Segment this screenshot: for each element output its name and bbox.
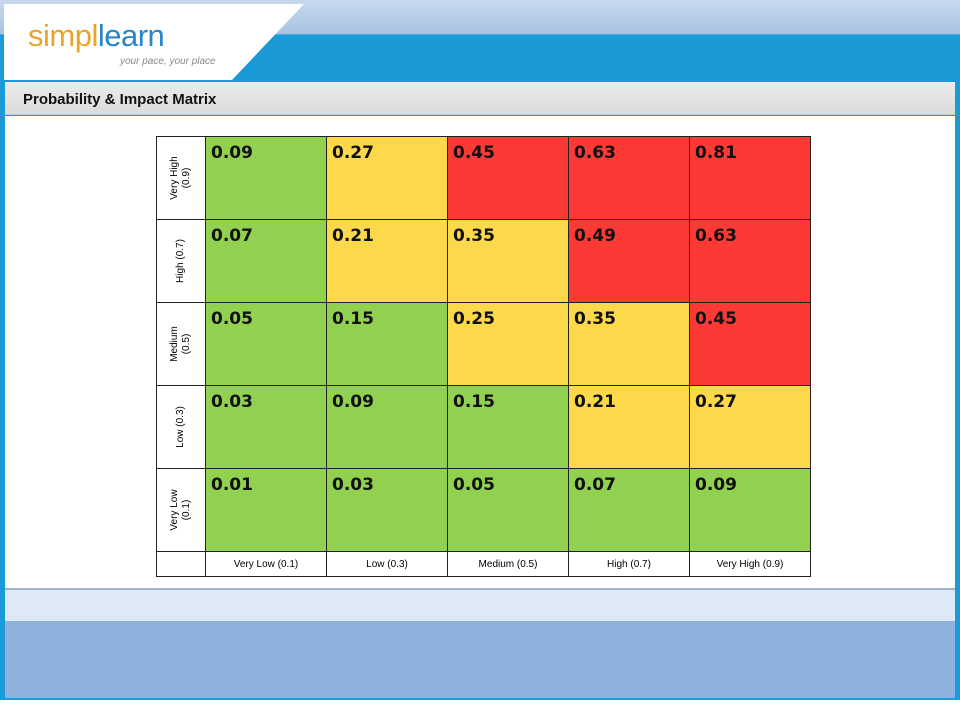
footer-light-band [5,588,955,621]
matrix-cell: 0.45 [447,136,569,220]
footer-blue-band [5,621,955,698]
matrix-row: Medium (0.5) 0.05 0.15 0.25 0.35 0.45 [156,302,811,386]
row-label: Medium (0.5) [156,302,206,386]
matrix-cell: 0.09 [326,385,448,469]
matrix-cell: 0.63 [568,136,690,220]
column-label: High (0.7) [568,551,690,577]
matrix-cell: 0.01 [205,468,327,552]
matrix-cell: 0.15 [326,302,448,386]
row-label: Low (0.3) [156,385,206,469]
row-label: High (0.7) [156,219,206,303]
logo: simpllearn [28,18,165,53]
row-label-text: Medium (0.5) [169,326,192,362]
matrix-cell: 0.27 [326,136,448,220]
matrix-cell: 0.07 [205,219,327,303]
column-label: Low (0.3) [326,551,448,577]
matrix-cell: 0.45 [689,302,811,386]
matrix-cell: 0.05 [447,468,569,552]
column-label-row: Very Low (0.1) Low (0.3) Medium (0.5) High … [156,551,811,577]
matrix-cell: 0.07 [568,468,690,552]
matrix-cell: 0.63 [689,219,811,303]
matrix-cell: 0.21 [568,385,690,469]
matrix-cell: 0.49 [568,219,690,303]
matrix-row: Very High (0.9) 0.09 0.27 0.45 0.63 0.81 [156,136,811,220]
matrix-cell: 0.15 [447,385,569,469]
matrix-cell: 0.81 [689,136,811,220]
matrix-cell: 0.21 [326,219,448,303]
column-label: Medium (0.5) [447,551,569,577]
matrix-cell: 0.03 [205,385,327,469]
column-label: Very Low (0.1) [205,551,327,577]
matrix-cell: 0.05 [205,302,327,386]
matrix-row: High (0.7) 0.07 0.21 0.35 0.49 0.63 [156,219,811,303]
matrix-cell: 0.09 [689,468,811,552]
matrix-row: Low (0.3) 0.03 0.09 0.15 0.21 0.27 [156,385,811,469]
row-label-text: Low (0.3) [175,406,186,448]
matrix-cell: 0.09 [205,136,327,220]
matrix-row: Very Low (0.1) 0.01 0.03 0.05 0.07 0.09 [156,468,811,552]
row-label-text: Very Low (0.1) [169,489,192,531]
title-bar: Probability & Impact Matrix [5,82,955,115]
row-label: Very Low (0.1) [156,468,206,552]
matrix-cell: 0.27 [689,385,811,469]
empty-corner [156,551,206,577]
matrix-cell: 0.03 [326,468,448,552]
matrix-cell: 0.35 [447,219,569,303]
row-label-text: Very High (0.9) [169,156,192,200]
matrix-cell: 0.35 [568,302,690,386]
row-label: Very High (0.9) [156,136,206,220]
matrix-cell: 0.25 [447,302,569,386]
page-title: Probability & Impact Matrix [23,91,217,108]
column-label: Very High (0.9) [689,551,811,577]
row-label-text: High (0.7) [175,239,186,283]
probability-impact-matrix: Very High (0.9) 0.09 0.27 0.45 0.63 0.81 High … [156,136,811,577]
tagline: your pace, your place [120,56,216,67]
